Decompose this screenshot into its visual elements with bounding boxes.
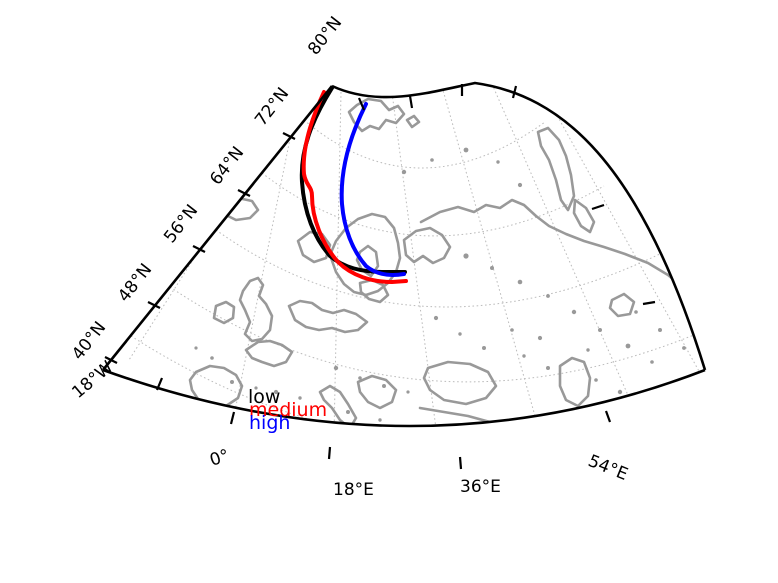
tick-64N (237, 189, 251, 197)
meridian-18W (128, 240, 206, 361)
meridian-18E (440, 83, 549, 426)
legend-label-high: high (249, 412, 290, 434)
coast-balkans (356, 374, 398, 410)
curve-medium (301, 90, 408, 284)
meridian-0 (332, 91, 342, 426)
coast-caspian-sea (558, 356, 592, 408)
meridian-27E (491, 83, 642, 426)
parallel-65N (215, 229, 665, 308)
parallel-55N (130, 335, 705, 426)
coast-white-sea (402, 226, 452, 265)
tick-bottom-0 (229, 411, 236, 425)
tick-top-9E (357, 97, 366, 111)
legend: low medium high (248, 386, 327, 434)
coast-iceland (222, 196, 260, 222)
curve-high (339, 102, 406, 277)
coast-iberia (188, 364, 244, 410)
longitude-labels: 18°W 0° 18°E 36°E 54°E (68, 357, 630, 500)
coast-black-sea (422, 360, 498, 406)
graticule (128, 83, 705, 426)
tick-56N (192, 245, 206, 253)
tick-marks (104, 84, 656, 470)
parallel-60N (169, 286, 705, 383)
coast-ireland (212, 300, 236, 325)
coast-baltic-south (287, 299, 369, 334)
lon-label-36E: 36°E (460, 477, 501, 497)
lat-label-56N: 56°N (160, 201, 202, 247)
island-dots (194, 147, 686, 426)
lon-label-0: 0° (207, 446, 232, 471)
tick-bottom-18E (327, 446, 332, 460)
lat-label-48N: 48°N (114, 260, 156, 306)
parallel-75N (303, 119, 546, 169)
frame-top-arc (331, 81, 707, 371)
coast-france (244, 339, 294, 368)
lat-label-72N: 72°N (251, 84, 293, 130)
lat-label-80N: 80°N (304, 13, 346, 59)
tick-bottom-36E (458, 456, 463, 470)
tick-right-70N (591, 203, 605, 211)
coast-vaygach (572, 198, 596, 234)
lon-label-18W: 18°W (68, 357, 117, 403)
lon-label-18E: 18°E (333, 480, 374, 500)
legend-label-low: low (248, 386, 280, 408)
frame-bottom-arc (102, 368, 706, 428)
coast-scandinavia (328, 212, 402, 297)
data-curves (299, 86, 408, 284)
parallel-70N (261, 172, 605, 237)
frame-left-edge (101, 85, 334, 371)
coast-russia-arctic (419, 198, 702, 310)
lon-label-54E: 54°E (585, 451, 630, 485)
coast-novaya-zemlya (536, 126, 576, 212)
coast-turkey (418, 406, 522, 426)
tick-right-60N (642, 300, 656, 306)
coast-inland-lake (608, 292, 636, 318)
coast-svalbard-east (405, 114, 421, 129)
tick-top-18E (408, 95, 414, 109)
legend-label-medium: medium (249, 399, 327, 421)
tick-bottom-18W (155, 377, 164, 391)
map-frame (101, 81, 707, 428)
tick-top-36E (511, 85, 518, 99)
latitude-labels: 80°N 72°N 64°N 56°N 48°N 40°N (68, 13, 346, 364)
tick-48N (147, 301, 161, 309)
coast-great-britain (238, 276, 274, 343)
tick-40N (104, 356, 118, 364)
meridian-36E (542, 89, 701, 374)
tick-bottom-54E (604, 410, 612, 423)
lat-label-64N: 64°N (206, 143, 248, 189)
tick-72N (282, 132, 296, 140)
